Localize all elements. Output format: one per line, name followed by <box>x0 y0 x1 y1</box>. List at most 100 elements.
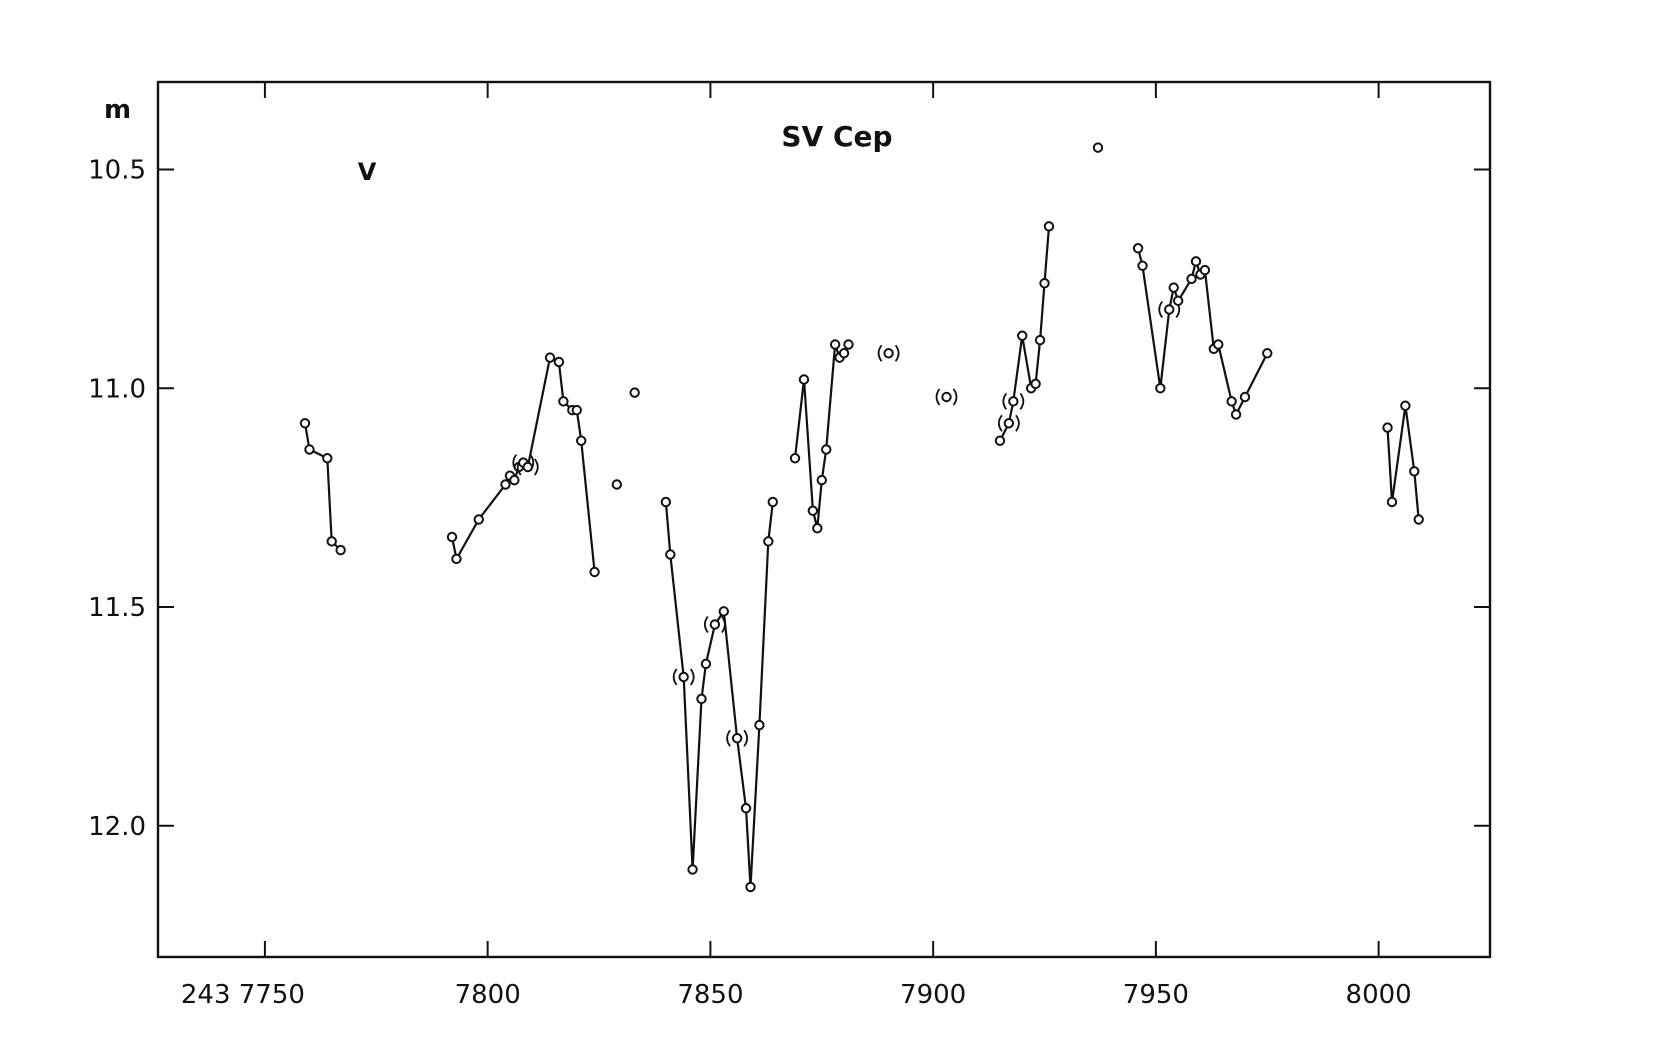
data-point <box>1164 304 1175 315</box>
uncertainty-bracket-left <box>877 344 883 362</box>
data-point <box>1003 418 1015 429</box>
x-tick-label: 7900 <box>900 980 966 1010</box>
uncertainty-bracket-left <box>703 615 709 634</box>
data-point <box>611 479 623 490</box>
data-point <box>500 479 511 490</box>
chart-title: SV Cep <box>781 120 892 153</box>
y-tick-label: 11.5 <box>88 593 146 623</box>
data-point <box>665 549 676 560</box>
data-point <box>1199 264 1211 276</box>
x-tick-label: 7800 <box>455 980 521 1010</box>
data-point <box>1172 295 1184 306</box>
data-point <box>789 453 801 464</box>
data-point <box>740 803 752 814</box>
data-point <box>1168 282 1179 293</box>
data-point <box>883 348 894 359</box>
data-point <box>687 864 698 875</box>
y-tick-label: 12.0 <box>88 812 146 842</box>
uncertainty-bracket-right <box>689 668 695 686</box>
data-point <box>843 339 854 350</box>
plot-frame <box>156 80 1492 959</box>
data-point <box>798 374 810 385</box>
data-point <box>1190 256 1202 267</box>
data-point <box>660 496 672 508</box>
data-point <box>1132 243 1144 254</box>
data-point <box>763 536 774 547</box>
data-point <box>678 671 689 683</box>
data-point <box>745 881 756 893</box>
y-tick-label: 11.0 <box>88 374 146 404</box>
uncertainty-bracket-left <box>997 414 1003 432</box>
y-axis-label: m <box>104 95 131 125</box>
uncertainty-bracket-right <box>534 458 539 476</box>
uncertainty-bracket-right <box>1019 392 1025 410</box>
y-tick-labels: 10.5 11.0 11.5 12.0 <box>88 156 146 842</box>
data-point <box>544 352 556 363</box>
data-point <box>718 606 729 617</box>
x-tick-label: 7950 <box>1123 980 1189 1010</box>
data-point <box>941 391 952 403</box>
data-point <box>1186 273 1197 285</box>
data-point <box>299 418 311 429</box>
data-point <box>821 444 832 455</box>
data-point <box>446 531 458 543</box>
data-point <box>1239 391 1251 403</box>
data-point <box>1039 278 1050 289</box>
data-point <box>1034 334 1046 346</box>
data-point <box>696 693 707 705</box>
x-tick-label: 7850 <box>677 980 743 1010</box>
series-line <box>664 501 774 889</box>
data-point <box>1230 409 1242 420</box>
uncertainty-bracket-left <box>1002 392 1008 410</box>
uncertainty-bracket-left <box>726 729 731 747</box>
data-point <box>816 474 827 486</box>
uncertainty-bracket-left <box>935 388 941 406</box>
data-point <box>1092 142 1104 153</box>
series-line <box>1137 247 1269 416</box>
data-point <box>700 658 712 670</box>
x-tick-labels: 243 7750 7800 7850 7900 7950 8000 <box>181 980 1412 1010</box>
uncertainty-bracket-left <box>516 458 522 476</box>
data-point <box>1226 396 1237 407</box>
data-point <box>576 435 587 446</box>
data-point <box>754 719 765 731</box>
data-point <box>731 733 743 744</box>
data-point <box>304 444 315 455</box>
uncertainty-bracket-right <box>721 615 726 634</box>
data-point <box>522 461 533 473</box>
uncertainty-bracket-right <box>952 388 958 406</box>
data-point <box>1413 514 1424 525</box>
data-point <box>629 387 640 398</box>
data-point <box>1137 260 1148 271</box>
data-points <box>299 142 1424 893</box>
data-point <box>1017 330 1028 341</box>
data-point <box>451 553 462 565</box>
data-point <box>1030 378 1041 390</box>
data-point <box>829 339 841 350</box>
data-point <box>322 453 333 464</box>
data-point <box>571 404 582 416</box>
uncertainty-bracket-right <box>894 344 900 362</box>
uncertainty-bracket-left <box>1158 300 1163 319</box>
data-point <box>553 356 565 368</box>
data-point <box>509 474 520 486</box>
data-point <box>335 544 346 556</box>
x-tick-label: 243 7750 <box>181 980 305 1010</box>
data-point <box>473 514 484 525</box>
data-point <box>589 566 600 578</box>
data-point <box>326 536 337 547</box>
data-point <box>1262 348 1273 359</box>
filter-label: V <box>358 158 377 186</box>
uncertainty-bracket-left <box>512 454 518 472</box>
data-point <box>1213 339 1224 350</box>
data-point <box>709 619 721 630</box>
data-point <box>1409 466 1420 477</box>
data-point <box>838 348 850 359</box>
axis-ticks <box>158 82 1490 957</box>
data-point <box>1382 422 1393 433</box>
data-point <box>994 435 1006 446</box>
uncertainty-bracket-right <box>1015 414 1020 432</box>
uncertainty-bracket-left <box>672 668 678 686</box>
data-point <box>807 505 819 516</box>
